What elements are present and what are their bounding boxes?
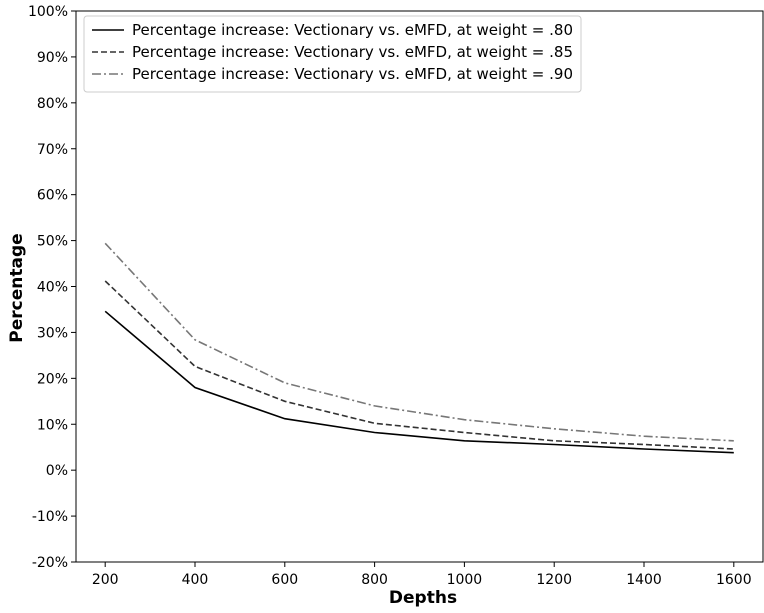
y-tick-label: 90% (37, 50, 68, 66)
series-line-1 (104, 310, 734, 454)
y-tick-label: 70% (37, 142, 68, 158)
y-tick-label: -20% (32, 555, 68, 571)
legend-label-2: Percentage increase: Vectionary vs. eMFD… (132, 43, 573, 61)
legend-box (83, 15, 582, 93)
y-axis-title: Percentage (7, 233, 27, 342)
x-tick-label: 1600 (716, 572, 752, 588)
series-layer (104, 242, 734, 454)
y-tick-label: 60% (37, 188, 68, 204)
x-tick-label: 1400 (626, 572, 662, 588)
legend-label-3: Percentage increase: Vectionary vs. eMFD… (132, 65, 573, 83)
x-axis-title: Depths (389, 588, 457, 608)
x-tick-label: 400 (182, 572, 209, 588)
legend: Percentage increase: Vectionary vs. eMFD… (83, 15, 582, 93)
y-tick-label: 10% (37, 417, 68, 433)
y-tick-label: 0% (46, 463, 68, 479)
series-line-2 (104, 280, 734, 450)
y-tick-label: 80% (37, 96, 68, 112)
legend-label-1: Percentage increase: Vectionary vs. eMFD… (132, 21, 573, 39)
x-tick-label: 800 (361, 572, 388, 588)
y-tick-label: 100% (28, 4, 68, 20)
y-tick-label: 20% (37, 371, 68, 387)
x-tick-label: 600 (271, 572, 298, 588)
y-tick-label: -10% (32, 509, 68, 525)
x-tick-label: 1000 (447, 572, 483, 588)
y-tick-label: 30% (37, 325, 68, 341)
series-line-3 (104, 242, 734, 442)
axes-layer: -20% -10% 0% 10% 20% 30% 40% 50% 60% 70% 80% 90% 100… (28, 4, 764, 588)
y-tick-label: 50% (37, 234, 68, 250)
plot-frame (75, 10, 764, 563)
y-tick-label: 40% (37, 280, 68, 296)
x-tick-label: 1200 (536, 572, 572, 588)
x-tick-label: 200 (92, 572, 119, 588)
